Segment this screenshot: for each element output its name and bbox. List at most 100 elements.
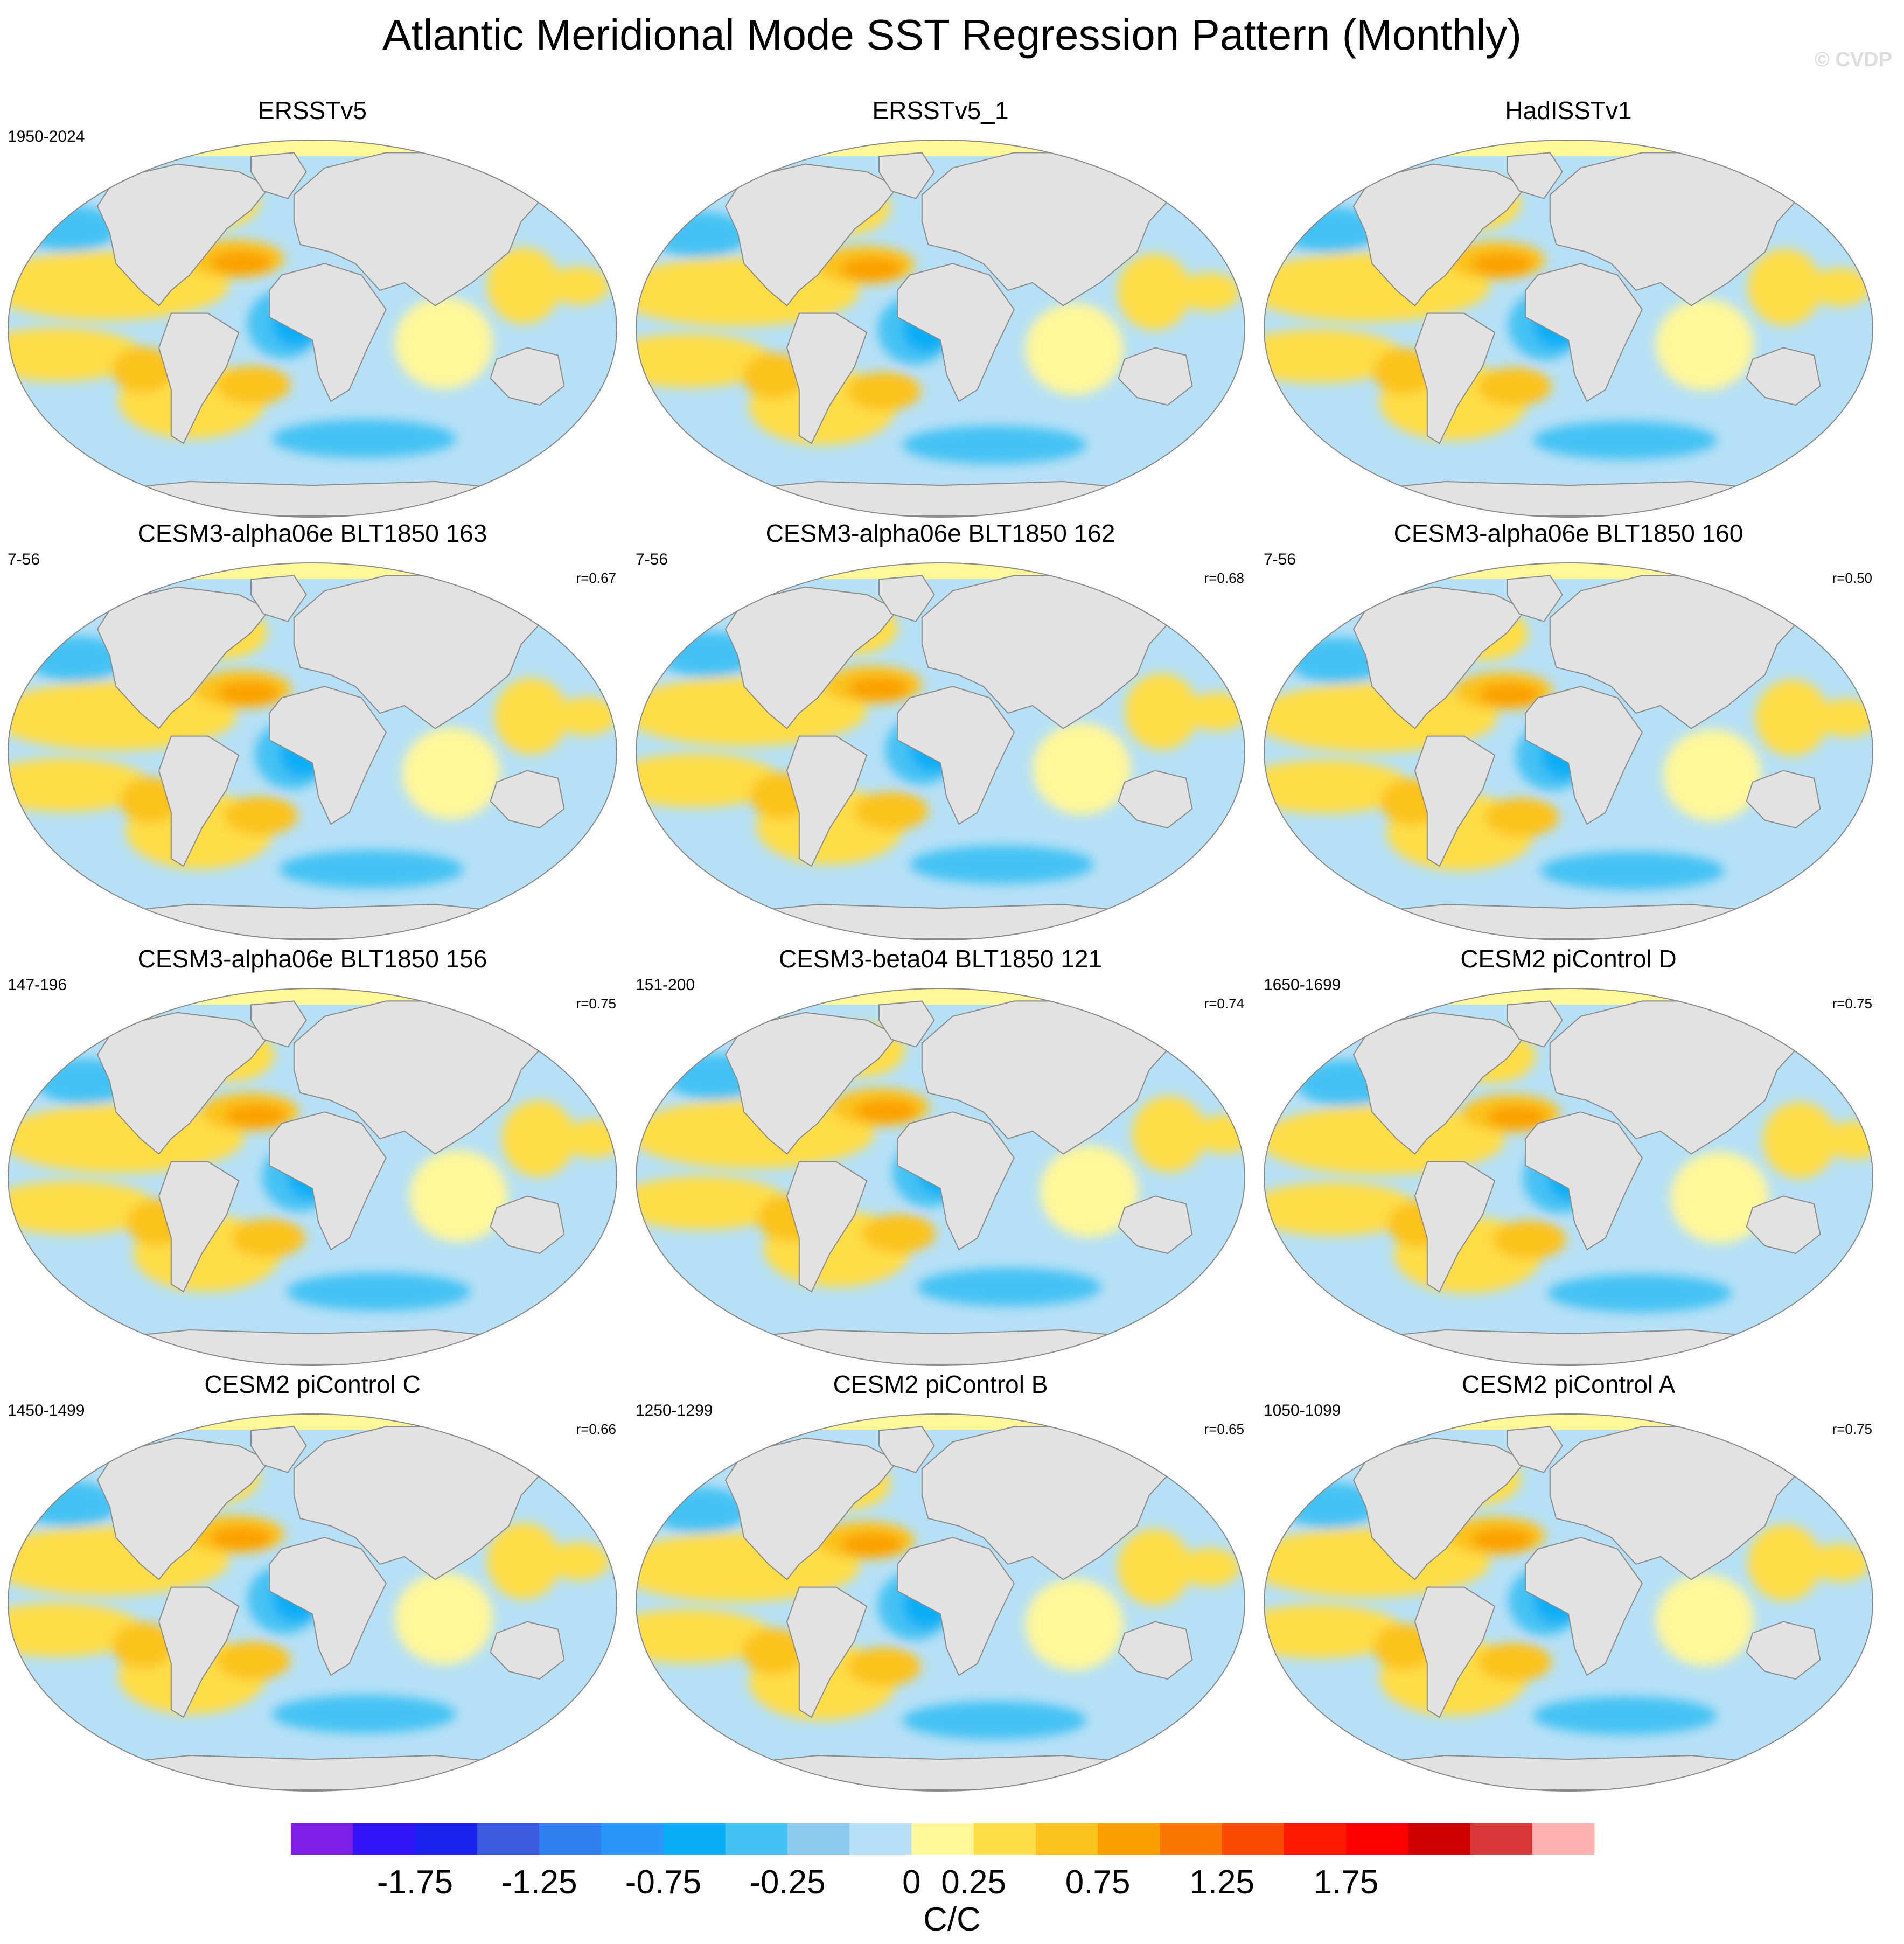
land-mask <box>96 1012 270 1155</box>
anomaly-region <box>1471 1528 1533 1551</box>
anomaly-region <box>1132 1096 1206 1173</box>
anomaly-region <box>847 1647 921 1686</box>
anomaly-region <box>112 1622 174 1669</box>
panel-title: CESM3-alpha06e BLT1850 160 <box>1393 519 1743 547</box>
land-mask <box>490 347 565 406</box>
colorbar-tick-label: 1.75 <box>1314 1864 1379 1901</box>
anomaly-region <box>231 1219 305 1258</box>
anomaly-region <box>1755 679 1829 756</box>
pattern-correlation: r=0.50 <box>1832 570 1872 586</box>
map-panel: CESM2 piControl D 1650-1699 r=0.75 <box>1256 943 1881 1374</box>
land-mask <box>1118 1195 1193 1255</box>
map-border <box>1264 562 1873 940</box>
land-mask <box>724 1437 898 1580</box>
anomaly-region <box>841 257 903 281</box>
panel-title: CESM3-beta04 BLT1850 121 <box>778 945 1103 973</box>
sst-regression-map <box>1264 988 1873 1366</box>
colorbar-swatch <box>1222 1823 1285 1855</box>
anomaly-region <box>409 1150 508 1242</box>
colorbar-swatch <box>353 1823 415 1855</box>
land-mask <box>897 263 1015 402</box>
map-border <box>8 988 617 1366</box>
anomaly-region <box>1117 1529 1191 1606</box>
colorbar-swatch <box>1035 1823 1098 1855</box>
land-mask <box>897 1537 1015 1676</box>
land-mask <box>490 1621 565 1680</box>
land-mask <box>1414 1161 1496 1293</box>
anomaly-region <box>501 1100 575 1177</box>
land-mask <box>1352 1012 1526 1155</box>
anomaly-region <box>1809 1543 1871 1582</box>
anomaly-region <box>1264 1182 1419 1236</box>
land-mask <box>96 1437 270 1580</box>
map-panel: CESM3-beta04 BLT1850 121 151-200 r=0.74 <box>628 943 1253 1374</box>
map-panel: CESM3-alpha06e BLT1850 162 7-56 r=0.68 <box>628 517 1253 948</box>
map-border <box>8 140 617 518</box>
anomaly-region <box>855 1099 917 1123</box>
colorbar-tick-label: 0.75 <box>1065 1864 1131 1901</box>
land-mask <box>706 903 1175 939</box>
land-mask <box>1507 152 1563 199</box>
pattern-correlation: r=0.65 <box>1204 1421 1244 1437</box>
land-mask <box>1334 480 1803 517</box>
anomaly-region <box>917 1267 1101 1306</box>
anomaly-region <box>1471 253 1533 276</box>
panel-period: 7-56 <box>1264 551 1296 568</box>
pattern-correlation: r=0.75 <box>1832 995 1872 1012</box>
land-mask <box>1414 1586 1496 1718</box>
map-border <box>1264 1413 1873 1792</box>
anomaly-region <box>271 419 456 458</box>
colorbar-swatch <box>601 1823 664 1855</box>
anomaly-region <box>1477 1643 1552 1682</box>
sst-regression-map <box>8 140 617 518</box>
anomaly-region <box>854 792 929 831</box>
land-mask <box>269 1537 387 1676</box>
anomaly-region <box>1486 1105 1548 1129</box>
map-panel: ERSSTv5_1 <box>628 94 1253 525</box>
land-mask <box>878 1000 935 1048</box>
land-mask <box>1746 1621 1821 1680</box>
sst-regression-map <box>1264 140 1873 518</box>
panel-period: 147-196 <box>8 976 67 994</box>
anomaly-region <box>1484 798 1559 837</box>
sst-regression-map <box>1264 1413 1873 1792</box>
land-mask <box>269 686 387 825</box>
colorbar-swatch <box>911 1823 974 1855</box>
map-panel: CESM3-alpha06e BLT1850 163 7-56 r=0.67 <box>0 517 625 948</box>
map-panel: CESM2 piControl A 1050-1099 r=0.75 <box>1256 1368 1881 1799</box>
land-mask <box>250 1426 307 1473</box>
land-mask <box>269 263 387 402</box>
land-mask <box>269 1111 387 1251</box>
anomaly-region <box>8 1181 158 1235</box>
anomaly-region <box>217 1641 290 1680</box>
sst-regression-map <box>636 140 1245 518</box>
anomaly-region <box>394 297 493 389</box>
land-mask <box>878 152 935 199</box>
colorbar-swatch <box>1470 1823 1533 1855</box>
anomaly-region <box>848 677 910 700</box>
land-mask <box>706 480 1175 517</box>
map-panel: CESM2 piControl C 1450-1499 r=0.66 <box>0 1368 625 1799</box>
land-mask <box>1525 263 1643 402</box>
land-mask <box>1334 903 1803 939</box>
land-mask <box>1118 770 1193 829</box>
land-mask <box>250 1000 307 1048</box>
land-mask <box>1507 1000 1563 1048</box>
anomaly-region <box>218 681 280 705</box>
land-mask <box>1352 1437 1526 1580</box>
land-mask <box>724 1012 898 1155</box>
map-border <box>636 1413 1245 1792</box>
anomaly-region <box>1178 273 1240 311</box>
colorbar-swatch <box>1346 1823 1408 1855</box>
land-mask <box>878 575 935 622</box>
anomaly-region <box>636 1176 789 1230</box>
land-mask <box>706 1329 1175 1365</box>
pattern-correlation: r=0.75 <box>576 995 616 1012</box>
land-mask <box>878 1426 935 1473</box>
sst-regression-map <box>8 1413 617 1792</box>
anomaly-region <box>1033 723 1131 815</box>
anomaly-region <box>494 678 568 755</box>
anomaly-region <box>548 266 610 305</box>
anomaly-region <box>862 1214 936 1253</box>
map-border <box>636 988 1245 1366</box>
